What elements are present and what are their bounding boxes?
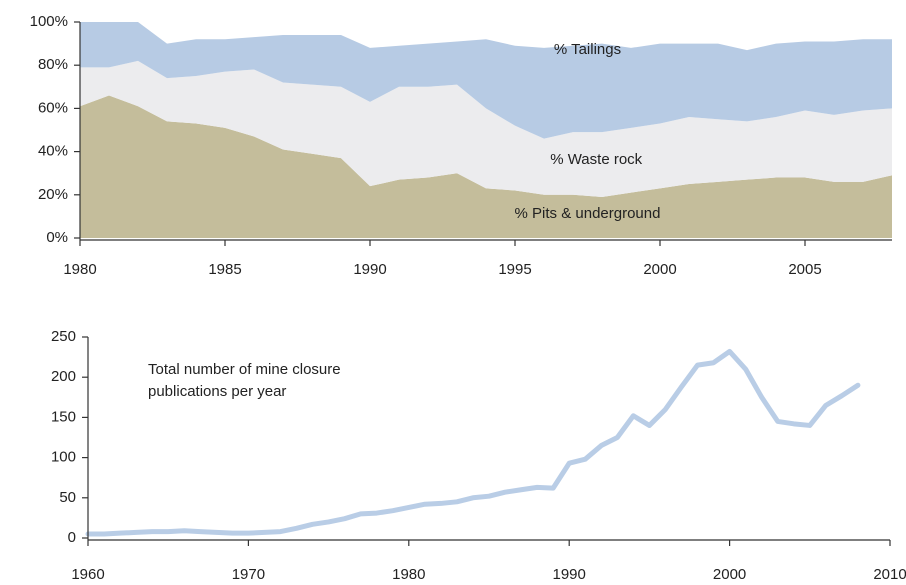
y-tick-label: 40% xyxy=(38,143,68,160)
x-tick-label: 2005 xyxy=(788,261,821,278)
y-tick-label: 100% xyxy=(30,13,68,30)
y-tick-label: 150 xyxy=(51,408,76,425)
x-tick-label: 1990 xyxy=(353,261,386,278)
x-tick-label: 2000 xyxy=(713,566,746,583)
x-tick-label: 1980 xyxy=(392,566,425,583)
y-tick-label: 80% xyxy=(38,56,68,73)
x-tick-label: 2010 xyxy=(873,566,906,583)
series-label: % Waste rock xyxy=(550,151,642,168)
x-tick-label: 1995 xyxy=(498,261,531,278)
annotation-line: publications per year xyxy=(148,383,286,400)
y-tick-label: 0 xyxy=(68,529,76,546)
x-tick-label: 1990 xyxy=(553,566,586,583)
area xyxy=(80,22,892,139)
y-tick-label: 200 xyxy=(51,368,76,385)
annotation-line: Total number of mine closure xyxy=(148,361,341,378)
y-tick-label: 60% xyxy=(38,99,68,116)
y-tick-label: 100 xyxy=(51,449,76,466)
x-tick-label: 1985 xyxy=(208,261,241,278)
y-tick-label: 0% xyxy=(46,229,68,246)
y-tick-label: 250 xyxy=(51,328,76,345)
area xyxy=(80,60,892,197)
x-tick-label: 1970 xyxy=(232,566,265,583)
x-tick-label: 1960 xyxy=(71,566,104,583)
y-tick-label: 50 xyxy=(59,489,76,506)
area xyxy=(80,95,892,238)
y-tick-label: 20% xyxy=(38,186,68,203)
x-tick-label: 2000 xyxy=(643,261,676,278)
x-tick-label: 1980 xyxy=(63,261,96,278)
annotation: Total number of mine closure publications… xyxy=(148,361,341,400)
line xyxy=(85,348,861,537)
series-label: % Tailings xyxy=(554,41,621,58)
series-label: % Pits & underground xyxy=(515,205,661,222)
